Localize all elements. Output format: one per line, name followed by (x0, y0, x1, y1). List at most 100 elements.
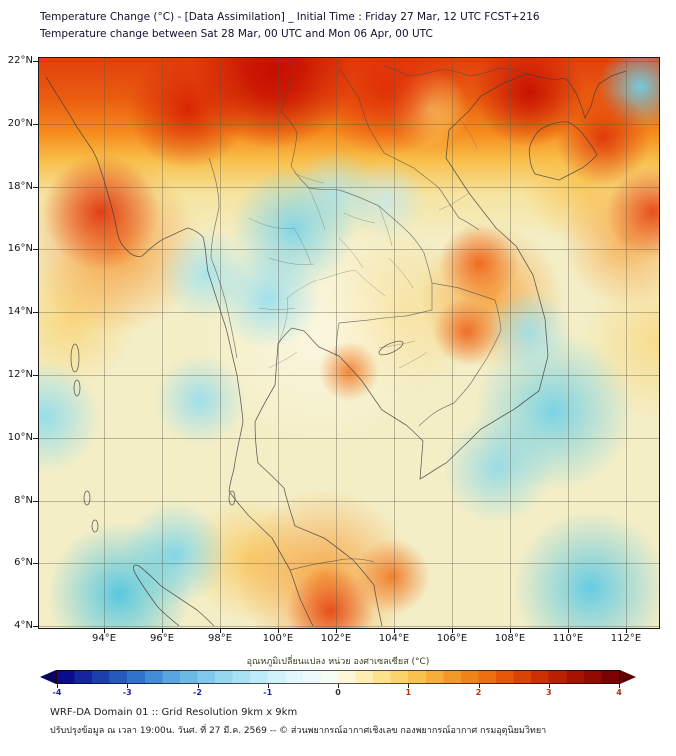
colorbar-gradient-bar: -4 -3 -2 -1 0 1 2 3 4 (53, 670, 622, 697)
lon-tick-mark (568, 629, 569, 633)
gridline-lon (394, 58, 395, 628)
lon-tick-label: 98°E (207, 633, 233, 644)
lat-tick-mark (33, 123, 38, 125)
colorbar-title: อุณหภูมิเปลี่ยนแปลง หน่วย องศาเซลเซียส (… (246, 657, 430, 667)
lat-tick-mark (33, 437, 38, 439)
map-gridlines (39, 58, 659, 628)
lat-tick-label: 20°N (7, 117, 33, 129)
lat-tick-mark (33, 249, 38, 251)
map-titles: Temperature Change (°C) - [Data Assimila… (40, 9, 540, 43)
colorbar-tick-label: -1 (263, 688, 273, 697)
colorbar-tick-label: -4 (52, 688, 62, 697)
lat-tick-mark (33, 375, 38, 376)
lon-tick-label: 94°E (91, 633, 117, 644)
colorbar-right-arrow-icon (620, 670, 636, 684)
lat-tick-mark (33, 61, 38, 62)
lat-tick-label: 14°N (7, 306, 33, 318)
colorbar-tick-label: 2 (475, 688, 482, 697)
border-vietnam-china (383, 65, 528, 77)
colorbar-tick-mark (619, 684, 620, 688)
colorbar-tick-mark (267, 684, 269, 688)
gridline-lat (39, 60, 659, 62)
colorbar-tick-mark (197, 684, 199, 688)
lon-tick-mark (452, 629, 453, 633)
map-panel (38, 57, 660, 629)
lon-tick-mark (220, 629, 221, 633)
nicobar-island (91, 519, 99, 533)
border-thailand-cambodia (335, 283, 433, 357)
coastline-west-path (45, 76, 314, 627)
gridline-lat (39, 249, 659, 251)
lat-tick-mark (33, 563, 38, 565)
gridline-lat (39, 123, 659, 125)
lon-tick-mark (626, 629, 627, 633)
coastline-east-path (254, 73, 549, 627)
gridline-lon (161, 58, 163, 628)
gridline-lon (568, 58, 569, 628)
update-credit-text: ปรับปรุงข้อมูล ณ เวลา 19:00น. วันศ. ที่ … (50, 726, 547, 736)
lat-tick-label: 4°N (14, 620, 33, 632)
lat-tick-label: 8°N (14, 494, 33, 506)
colorbar-tick-label: 3 (545, 688, 552, 697)
andaman-island (73, 379, 81, 397)
gridline-lon (220, 58, 221, 628)
colorbar-tick-mark (57, 684, 58, 688)
border-myanmar-laos (280, 58, 293, 112)
map-title-line2: Temperature change between Sat 28 Mar, 0… (40, 28, 433, 40)
domain-resolution-text: WRF-DA Domain 01 :: Grid Resolution 9km … (50, 707, 298, 718)
colorbar-tick-label: 1 (405, 688, 412, 697)
border-laos-cambodia (431, 282, 496, 301)
lon-tick-mark (278, 629, 279, 633)
lat-tick-label: 18°N (7, 180, 33, 192)
lon-tick-mark (104, 629, 105, 633)
nicobar-island (83, 490, 91, 506)
border-thailand-laos-mekong (280, 110, 433, 284)
lon-tick-label: 108°E (494, 633, 526, 644)
country-boundaries-overlay (45, 58, 627, 627)
colorbar-tick-mark (127, 684, 129, 688)
colorbar-tick-label: 4 (616, 688, 622, 697)
gridline-lat (39, 186, 659, 188)
colorbar-tick-mark (478, 684, 480, 688)
gridline-lon (510, 58, 511, 628)
lat-tick-mark (33, 186, 38, 188)
lon-tick-mark (162, 629, 163, 633)
gridline-lat (39, 563, 659, 565)
border-cambodia-vietnam (418, 299, 502, 427)
border-laos-vietnam (338, 67, 480, 231)
gridline-lat (39, 626, 659, 628)
lat-tick-label: 22°N (7, 55, 33, 66)
lat-tick-label: 6°N (14, 557, 33, 569)
colorbar-tick-label: 0 (335, 688, 341, 697)
lon-tick-label: 100°E (262, 633, 294, 644)
lat-tick-label: 10°N (7, 431, 33, 443)
border-myanmar-thailand (208, 157, 238, 359)
lon-tick-label: 104°E (378, 633, 410, 644)
sumatra-coast-path (132, 564, 215, 627)
gridline-lat (39, 375, 659, 376)
map-title-line1: Temperature Change (°C) - [Data Assimila… (40, 11, 540, 23)
lon-tick-label: 112°E (610, 633, 642, 644)
phuket-island (228, 490, 236, 506)
colorbar: -4 -3 -2 -1 0 1 2 3 4 (40, 670, 636, 697)
lon-tick-label: 110°E (552, 633, 584, 644)
colorbar-tick-mark (338, 684, 339, 688)
border-thailand-malaysia (289, 558, 375, 571)
province-boundaries (248, 117, 478, 369)
lat-tick-mark (33, 500, 38, 502)
lon-tick-label: 102°E (320, 633, 352, 644)
temperature-field (39, 58, 659, 628)
colorbar-tick-label: -3 (122, 688, 132, 697)
gridline-lat (39, 312, 659, 314)
china-coast-path (526, 70, 627, 120)
lon-tick-mark (394, 629, 395, 633)
andaman-island (70, 343, 80, 373)
colorbar-tick-mark (408, 684, 410, 688)
lon-tick-label: 106°E (436, 633, 468, 644)
lon-tick-mark (510, 629, 511, 633)
hainan-island-path (528, 121, 598, 181)
tonle-sap-lake (378, 340, 404, 356)
lat-tick-label: 12°N (7, 369, 33, 380)
gridline-lon (451, 58, 453, 628)
